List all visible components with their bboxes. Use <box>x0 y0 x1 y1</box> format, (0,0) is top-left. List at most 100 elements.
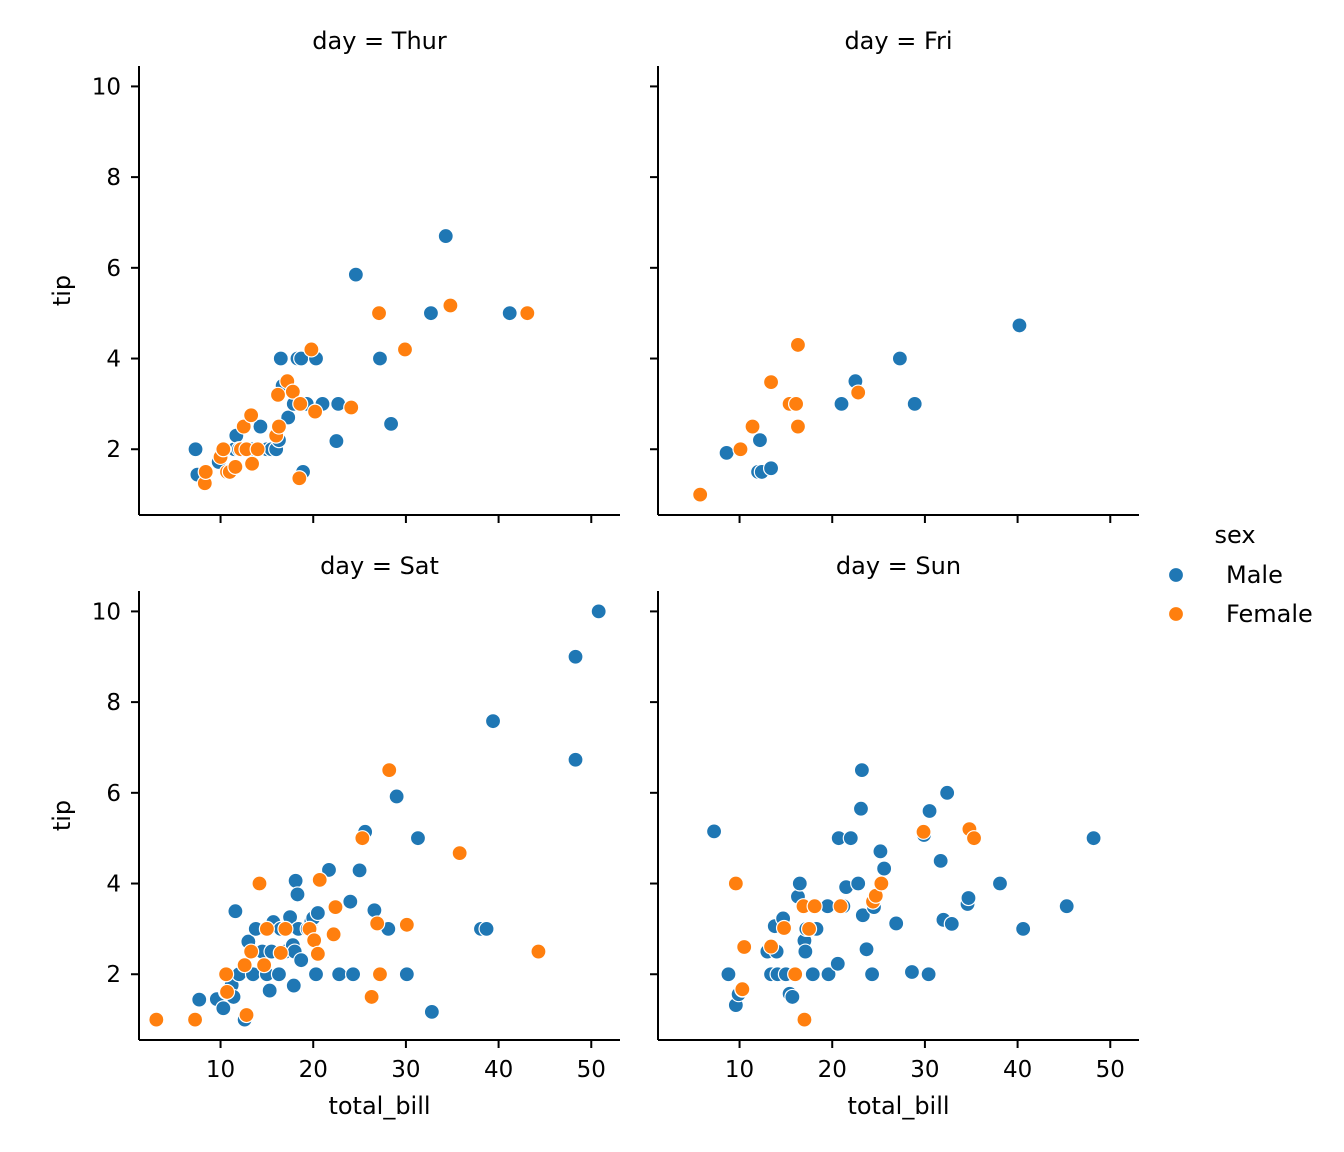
y-tick-label: 2 <box>106 437 121 463</box>
data-point-female <box>850 384 867 401</box>
data-point-female <box>243 943 260 960</box>
data-point-male <box>342 893 359 910</box>
data-point-male <box>382 415 400 432</box>
y-axis-label: tip <box>48 275 76 306</box>
data-point-female <box>442 297 459 314</box>
data-point-female <box>451 845 468 862</box>
y-tick-label: 10 <box>92 599 121 625</box>
data-point-male <box>921 802 938 820</box>
x-tick-label: 20 <box>818 1057 847 1083</box>
data-point-female <box>370 305 388 322</box>
data-point-male <box>797 943 814 960</box>
data-point-female <box>744 418 761 435</box>
data-point-male <box>784 988 801 1006</box>
data-point-female <box>787 966 804 983</box>
data-point-male <box>285 977 302 994</box>
data-point-female <box>789 418 807 435</box>
data-point-female <box>325 926 342 943</box>
data-point-female <box>965 830 983 847</box>
data-point-female <box>398 916 415 933</box>
data-point-male <box>939 784 956 801</box>
data-point-male <box>906 395 923 412</box>
data-point-male <box>287 872 304 889</box>
y-tick-label: 2 <box>106 962 121 988</box>
data-point-male <box>943 915 960 932</box>
data-point-female <box>519 305 536 322</box>
panel-title: day = Sun <box>836 552 961 580</box>
data-point-female <box>311 871 328 889</box>
legend-label: Male <box>1226 561 1283 589</box>
data-point-female <box>309 945 326 962</box>
data-point-male <box>903 963 921 981</box>
data-point-male <box>347 266 364 283</box>
data-point-female <box>369 915 386 932</box>
data-point-male <box>891 350 908 367</box>
data-point-female <box>692 486 709 503</box>
data-point-male <box>888 915 905 932</box>
data-point-male <box>187 441 204 458</box>
data-point-female <box>732 441 749 458</box>
legend-label: Female <box>1226 600 1313 628</box>
data-point-male <box>388 788 405 805</box>
data-point-male <box>762 460 780 477</box>
x-axis-label: total_bill <box>847 1092 949 1120</box>
data-point-female <box>343 399 360 416</box>
y-axis-label: tip <box>48 800 76 831</box>
x-tick-label: 20 <box>299 1057 328 1083</box>
data-point-female <box>218 966 235 983</box>
data-point-male <box>853 762 870 779</box>
y-tick-label: 4 <box>106 872 121 898</box>
data-point-female <box>227 458 244 476</box>
data-point-female <box>235 418 252 435</box>
data-point-male <box>351 862 368 879</box>
data-point-male <box>720 966 737 983</box>
x-tick-label: 10 <box>725 1057 754 1083</box>
data-point-female <box>775 919 793 937</box>
data-point-male <box>270 966 288 983</box>
data-point-male <box>804 966 821 983</box>
data-point-male <box>437 227 454 245</box>
y-tick-label: 8 <box>106 690 121 716</box>
data-point-male <box>309 904 326 922</box>
data-point-male <box>1058 898 1075 915</box>
x-tick-label: 40 <box>484 1057 513 1083</box>
data-point-male <box>398 966 415 983</box>
data-point-male <box>932 852 949 869</box>
x-tick-label: 30 <box>910 1057 939 1083</box>
data-point-male <box>1085 830 1102 847</box>
data-point-female <box>148 1011 165 1028</box>
data-point-female <box>306 932 323 949</box>
data-point-male <box>252 418 269 435</box>
data-point-female <box>796 1011 813 1028</box>
data-point-male <box>567 751 584 768</box>
data-point-male <box>501 305 518 322</box>
data-point-male <box>1011 317 1028 334</box>
data-point-male <box>863 966 881 983</box>
data-point-male <box>829 955 846 972</box>
data-point-male <box>307 966 325 983</box>
data-point-male <box>842 830 859 847</box>
data-point-female <box>327 899 344 916</box>
data-point-female <box>371 966 389 983</box>
data-point-female <box>736 938 753 956</box>
data-point-female <box>363 988 380 1006</box>
panel-title: day = Sat <box>320 552 439 580</box>
data-point-male <box>960 889 977 907</box>
data-point-male <box>272 350 289 367</box>
legend-title: sex <box>1214 521 1255 549</box>
data-point-female <box>284 383 301 400</box>
data-point-male <box>854 907 871 924</box>
data-point-female <box>258 920 275 937</box>
x-tick-label: 50 <box>577 1057 606 1083</box>
data-point-female <box>292 395 309 412</box>
data-point-female <box>272 944 289 962</box>
x-tick-label: 50 <box>1096 1057 1125 1083</box>
data-point-female <box>530 943 547 960</box>
y-tick-label: 8 <box>106 165 121 191</box>
data-point-female <box>251 875 268 892</box>
data-point-male <box>991 875 1009 892</box>
data-point-male <box>422 305 440 322</box>
data-point-male <box>227 903 244 920</box>
data-point-male <box>261 982 278 999</box>
